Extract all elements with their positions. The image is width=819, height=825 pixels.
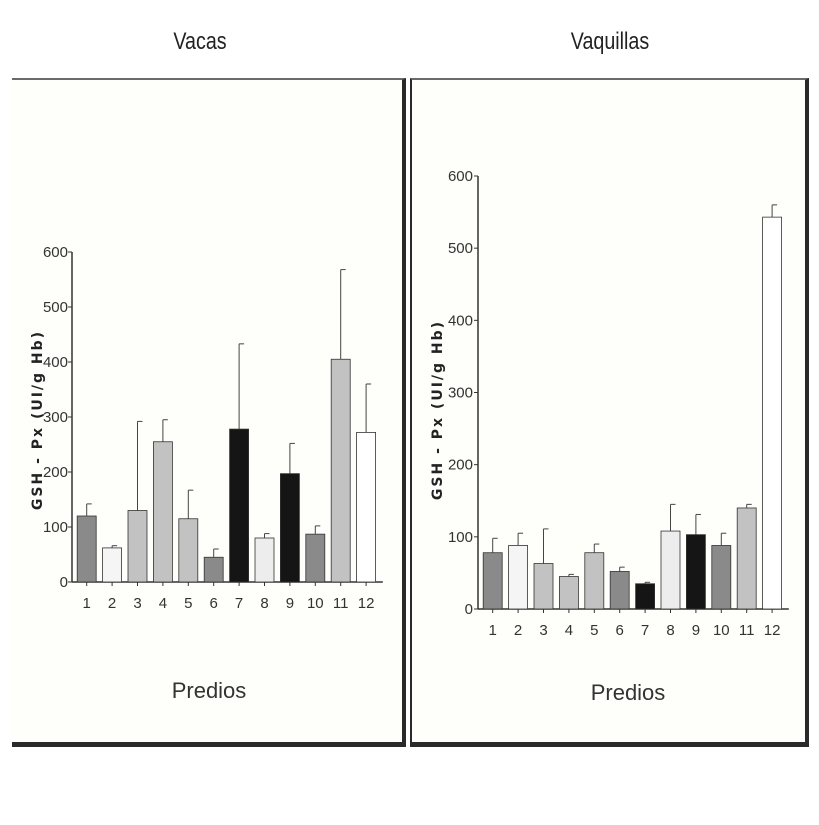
x-tick-label: 8 [666, 622, 674, 639]
x-tick-label: 12 [358, 595, 375, 612]
x-tick-label: 11 [739, 622, 755, 639]
y-tick-label: 300 [43, 409, 68, 426]
x-tick-label: 1 [489, 622, 497, 639]
bar [609, 571, 630, 610]
x-tick-label: 2 [514, 622, 522, 639]
bar [305, 533, 326, 583]
chart-panel-vaquillas [410, 78, 809, 747]
x-tick-label: 4 [159, 595, 167, 612]
x-tick-label: 2 [108, 595, 116, 612]
y-tick-label: 100 [448, 529, 473, 546]
bar [229, 428, 250, 583]
bar [356, 431, 377, 583]
y-tick-label: 300 [448, 385, 473, 402]
bar [76, 515, 97, 583]
y-tick-label: 400 [43, 354, 68, 371]
x-tick-label: 8 [260, 595, 268, 612]
bar [635, 583, 655, 610]
x-tick-label: 5 [590, 622, 598, 639]
x-tick-label: 3 [539, 622, 547, 639]
x-tick-label: 9 [286, 595, 294, 612]
x-tick-label: 6 [616, 622, 624, 639]
y-axis-title: GSH - Px (UI/g Hb) [430, 320, 446, 500]
bar [660, 530, 681, 610]
x-tick-label: 4 [565, 622, 573, 639]
bar [330, 358, 351, 583]
bar [559, 576, 579, 610]
chart-title-vacas: Vacas [173, 28, 227, 55]
x-tick-label: 3 [133, 595, 141, 612]
x-tick-label: 7 [235, 595, 243, 612]
bar [279, 473, 300, 583]
x-tick-label: 1 [83, 595, 91, 612]
x-tick-label: 7 [641, 622, 649, 639]
x-axis-title: Predios [172, 678, 247, 703]
y-tick-label: 200 [43, 464, 68, 481]
bar [508, 545, 529, 610]
bar [203, 556, 224, 583]
x-tick-label: 10 [713, 622, 730, 639]
x-tick-label: 10 [307, 595, 324, 612]
bar [762, 216, 782, 610]
bar [482, 552, 503, 610]
bar [736, 507, 757, 610]
y-tick-label: 600 [43, 244, 68, 261]
y-tick-label: 600 [448, 168, 473, 185]
y-tick-label: 0 [465, 601, 473, 618]
chart-title-vaquillas: Vaquillas [570, 28, 650, 55]
bar [178, 518, 199, 583]
bar [254, 537, 275, 583]
y-tick-label: 400 [448, 312, 473, 329]
bar [686, 534, 706, 610]
y-tick-label: 200 [448, 457, 473, 474]
bar [102, 547, 122, 583]
bar [711, 545, 732, 610]
bar [127, 510, 148, 583]
y-tick-label: 0 [60, 574, 68, 591]
bar [533, 563, 554, 610]
bar [584, 552, 605, 610]
x-tick-label: 9 [692, 622, 700, 639]
bar [152, 441, 173, 583]
x-tick-label: 12 [764, 622, 781, 639]
y-tick-label: 100 [43, 519, 68, 536]
x-tick-label: 6 [210, 595, 218, 612]
x-axis-title: Predios [591, 680, 666, 705]
x-tick-label: 11 [333, 595, 349, 612]
y-axis-title: GSH - Px (UI/g Hb) [30, 330, 46, 510]
y-tick-label: 500 [43, 299, 68, 316]
x-tick-label: 5 [184, 595, 192, 612]
y-tick-label: 500 [448, 240, 473, 257]
